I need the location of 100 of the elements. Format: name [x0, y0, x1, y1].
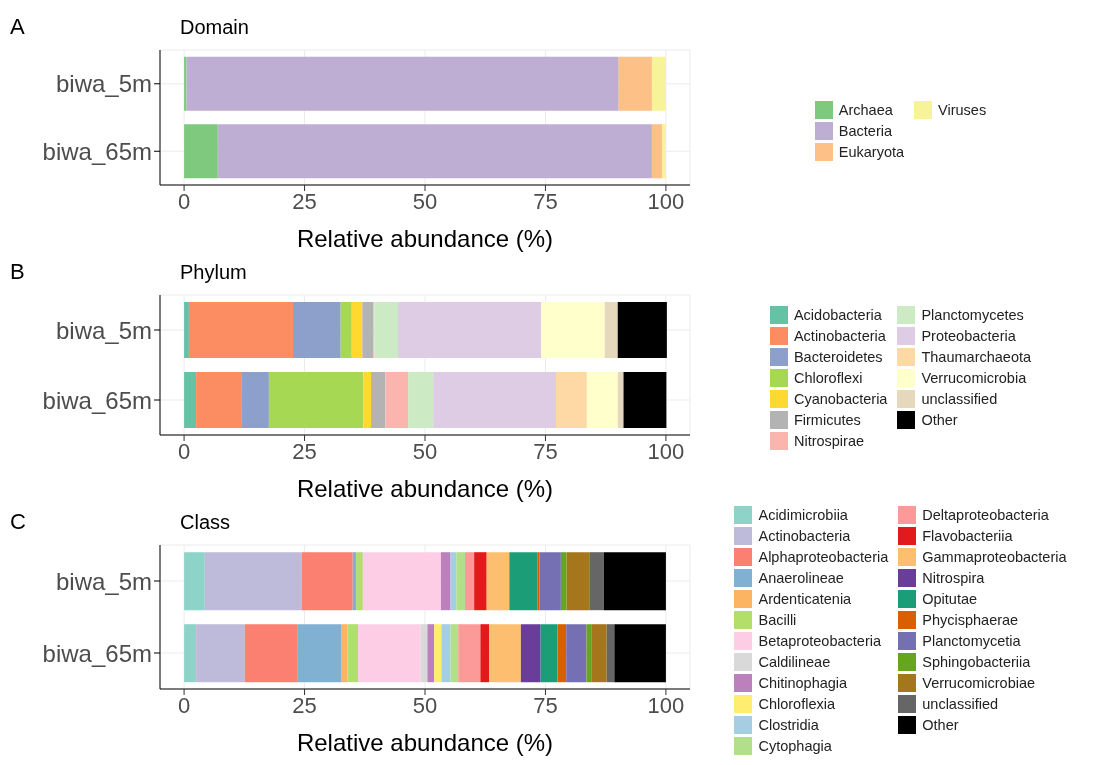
legend-label: Phycisphaerae	[922, 611, 1019, 628]
bar	[651, 56, 666, 111]
bar	[217, 124, 652, 179]
bar	[589, 552, 604, 611]
bar	[398, 302, 542, 358]
bar	[340, 302, 352, 358]
bar	[292, 302, 341, 358]
bar	[480, 624, 490, 683]
legend-label: Anaerolineae	[758, 569, 844, 586]
bar	[184, 124, 218, 179]
legend-label: Bacilli	[758, 611, 797, 628]
y-tick-label: biwa_65m	[42, 137, 152, 165]
legend-label: Sphingobacteriia	[922, 653, 1031, 670]
legend-label: Cytophagia	[758, 737, 832, 754]
legend-label: Betaproteobacteria	[758, 632, 881, 649]
bar	[374, 302, 399, 358]
bar	[566, 552, 590, 611]
legend-label: Proteobacteria	[921, 328, 1016, 344]
legend-label: Caldilineae	[758, 653, 831, 670]
x-tick-label: 0	[177, 188, 191, 214]
bar	[557, 624, 567, 683]
legend-label: Bacteroidetes	[793, 349, 883, 365]
chart-title: Domain	[180, 16, 249, 39]
bar	[204, 552, 302, 611]
bar	[356, 552, 363, 611]
legend-label: Nitrospira	[922, 569, 985, 586]
bar	[427, 624, 435, 683]
bar	[434, 624, 442, 683]
bar	[614, 624, 666, 683]
bar	[297, 624, 342, 683]
bar	[606, 624, 615, 683]
x-tick-label: 0	[177, 692, 191, 718]
bar	[456, 552, 465, 611]
bar	[358, 624, 421, 683]
bar	[268, 372, 364, 428]
bar	[385, 372, 409, 428]
bar	[196, 372, 242, 428]
x-tick-label: 100	[647, 188, 685, 214]
text: B	[10, 259, 25, 284]
bar	[188, 302, 293, 358]
legend-label: Planctomycetes	[921, 307, 1024, 323]
legend-label: Archaea	[838, 101, 893, 118]
bar	[440, 552, 451, 611]
bar	[351, 302, 363, 358]
bar	[591, 624, 607, 683]
bar	[520, 624, 541, 683]
bar	[617, 302, 667, 358]
bar	[586, 624, 592, 683]
y-tick-label: biwa_5m	[55, 70, 152, 98]
bar	[362, 302, 374, 358]
bar	[617, 372, 624, 428]
x-tick-label: 75	[533, 438, 558, 464]
legend-label: Deltaproteobacteria	[922, 506, 1049, 523]
bar	[604, 302, 618, 358]
y-tick-label: biwa_5m	[55, 567, 152, 595]
bar	[566, 624, 587, 683]
chart-title: Class	[180, 511, 231, 534]
bar	[347, 624, 359, 683]
bar	[408, 372, 434, 428]
bar	[586, 372, 618, 428]
legend-label: Verrucomicrobia	[921, 370, 1027, 386]
bar	[371, 372, 386, 428]
legend-label: Clostridia	[758, 716, 819, 733]
bar	[244, 624, 298, 683]
bar	[662, 124, 666, 179]
bar	[441, 624, 451, 683]
legend-label: Chitinophagia	[758, 674, 848, 691]
legend-label: Chloroflexia	[758, 695, 836, 712]
bar	[651, 124, 663, 179]
bar	[539, 552, 561, 611]
x-tick-label: 25	[292, 692, 317, 718]
bar	[489, 624, 521, 683]
x-axis-title: Relative abundance (%)	[296, 475, 554, 502]
bar	[464, 552, 475, 611]
bar	[241, 372, 269, 428]
x-tick-label: 50	[412, 188, 438, 214]
x-tick-label: 0	[177, 438, 191, 464]
bar	[618, 56, 652, 111]
bar	[603, 552, 666, 611]
bar	[196, 624, 245, 683]
bar	[474, 552, 487, 611]
bar	[540, 624, 558, 683]
legend-label: Ardenticatenia	[758, 590, 852, 607]
legend-label: Eukaryota	[838, 143, 905, 160]
x-axis-title: Relative abundance (%)	[296, 729, 554, 756]
bar	[301, 552, 353, 611]
y-tick-label: biwa_65m	[42, 639, 152, 667]
legend-label: Actinobacteria	[758, 527, 851, 544]
legend-label: unclassified	[922, 695, 999, 712]
x-tick-label: 100	[647, 692, 685, 718]
x-tick-label: 50	[412, 438, 438, 464]
bar	[184, 302, 189, 358]
bar	[537, 552, 540, 611]
bar	[184, 624, 197, 683]
legend-label: Opitutae	[922, 590, 978, 607]
legend-label: Verrucomicrobiae	[922, 674, 1036, 691]
x-tick-label: 75	[533, 188, 558, 214]
bar	[541, 302, 605, 358]
legend-label: Alphaproteobacteria	[758, 548, 889, 565]
bar	[186, 56, 619, 111]
